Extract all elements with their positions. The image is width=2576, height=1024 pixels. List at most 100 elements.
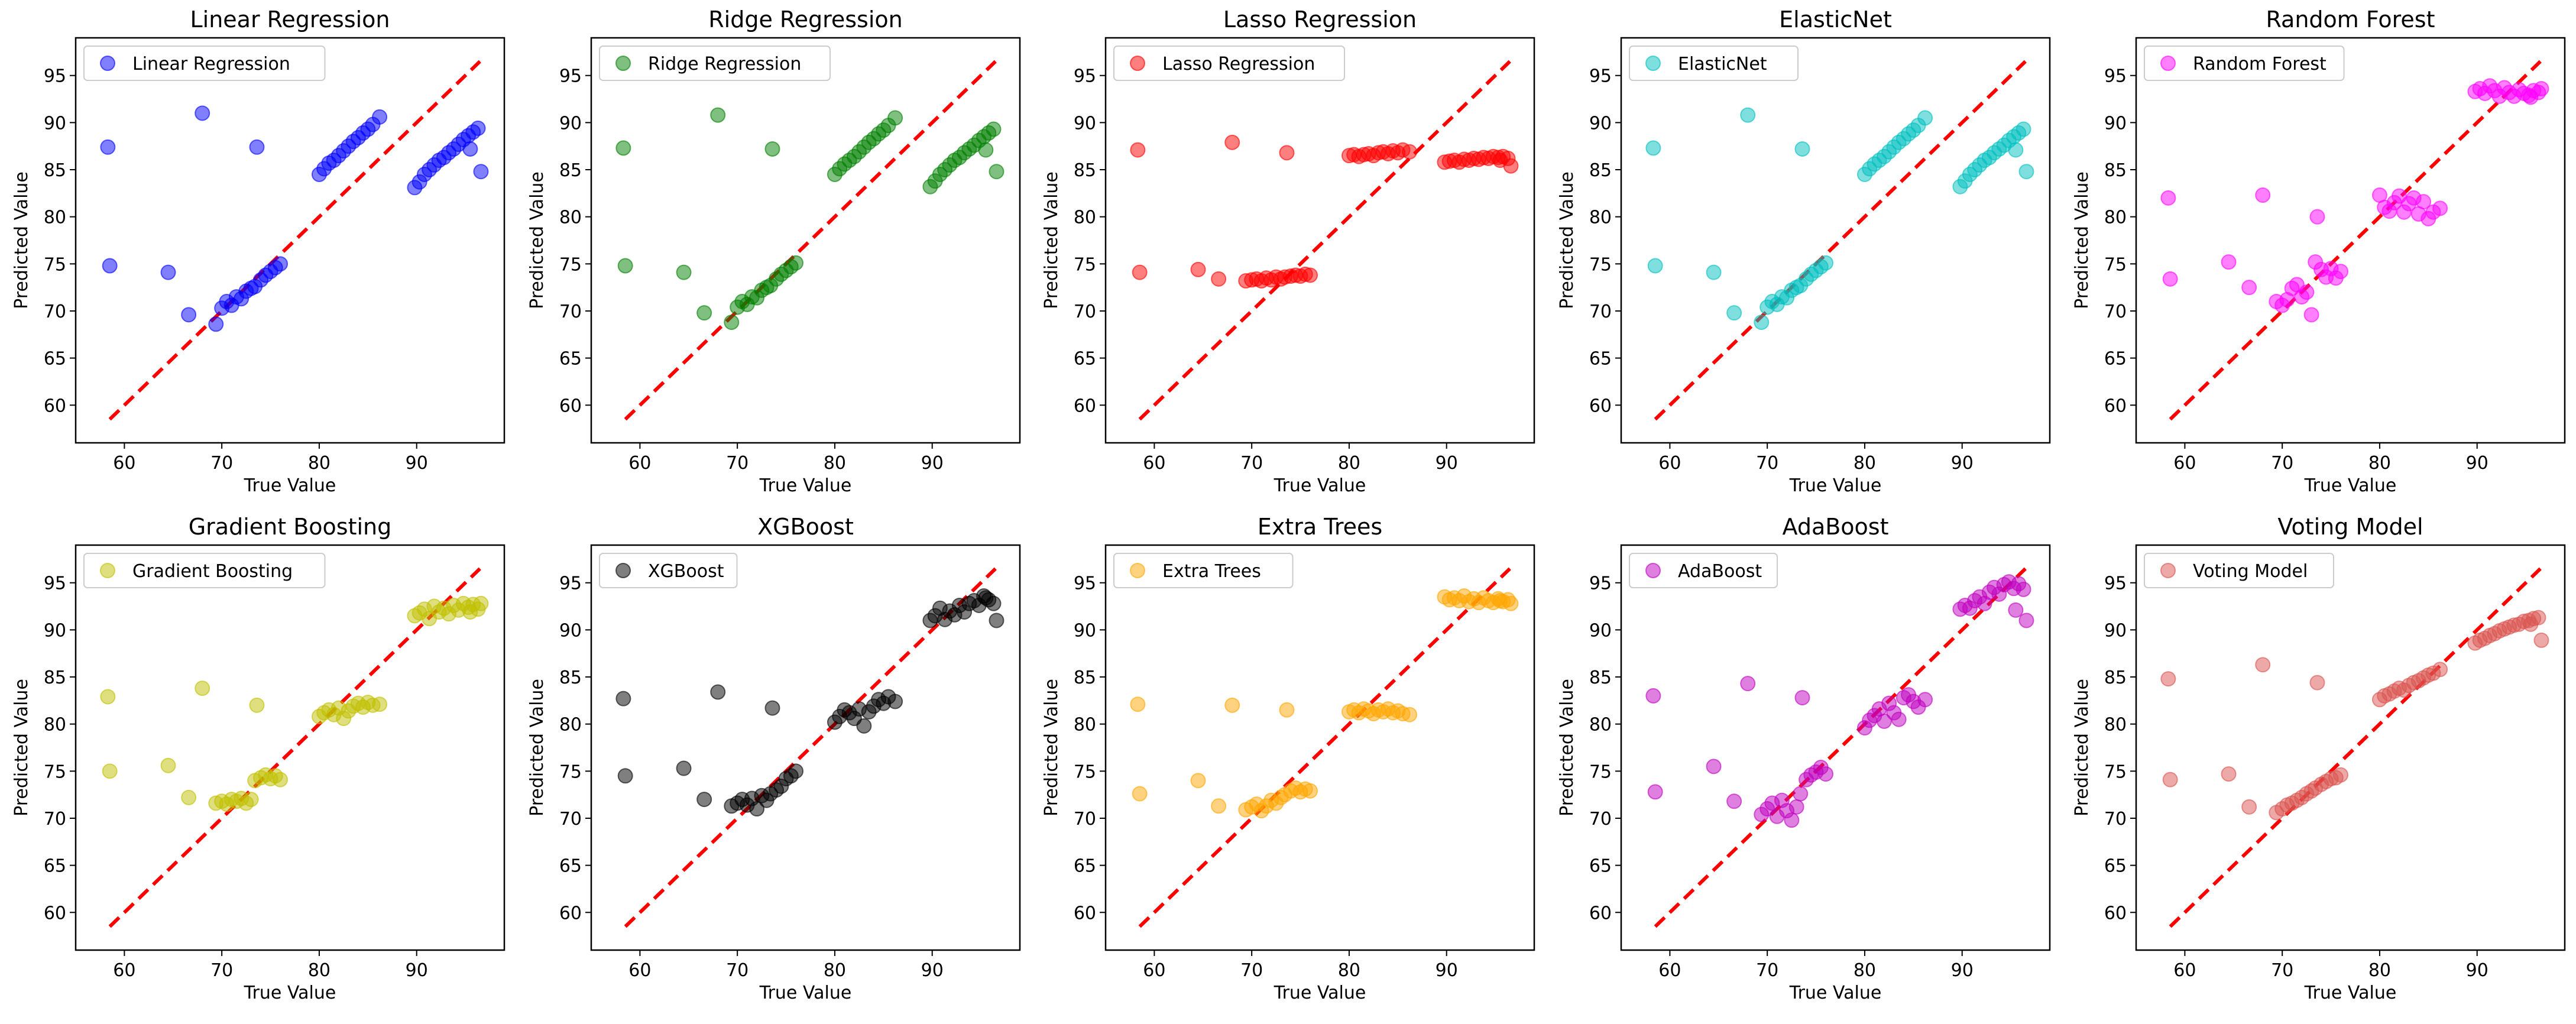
x-axis-label: True Value [244, 983, 336, 1003]
x-axis-label: True Value [1789, 983, 1882, 1003]
plot-area [615, 60, 1005, 421]
ideal-diagonal-line [2169, 567, 2542, 928]
legend: Linear Regression [83, 46, 326, 81]
x-tick-label: 60 [2173, 960, 2196, 981]
y-tick-label: 80 [1589, 208, 1612, 228]
data-point [2333, 767, 2349, 783]
data-point [2523, 616, 2539, 632]
x-tick-label: 70 [1240, 453, 1263, 474]
y-tick-label: 85 [1589, 160, 1612, 181]
ideal-diagonal-line [108, 567, 481, 928]
data-point [1130, 142, 1146, 158]
y-tick-label: 65 [1074, 349, 1096, 370]
axes-frame [2135, 37, 2566, 444]
x-axis-label: True Value [2304, 983, 2397, 1003]
y-axis-label: Predicted Value [1041, 171, 1062, 309]
data-point [1793, 786, 1809, 802]
data-point [2018, 164, 2034, 180]
legend-box [2144, 46, 2345, 81]
data-point [1891, 711, 1907, 727]
data-point [2241, 280, 2257, 296]
data-point [2016, 121, 2031, 137]
y-tick-label: 65 [44, 349, 66, 370]
y-tick-label: 60 [1074, 396, 1096, 416]
x-tick-label: 80 [308, 960, 330, 981]
data-point [249, 139, 265, 155]
ideal-diagonal-line [1138, 567, 1511, 928]
x-tick-label: 60 [1658, 453, 1681, 474]
legend-marker [615, 563, 631, 578]
y-tick-label: 90 [1074, 113, 1096, 134]
subplot-title: Gradient Boosting [189, 514, 392, 540]
data-point [102, 258, 118, 274]
y-tick-label: 90 [44, 620, 66, 641]
legend-box [599, 46, 831, 81]
x-tick-label: 80 [1854, 453, 1876, 474]
x-tick-label: 90 [2466, 453, 2488, 474]
y-tick-label: 95 [1074, 573, 1096, 594]
x-tick-label: 60 [113, 960, 135, 981]
y-tick-label: 90 [559, 113, 582, 134]
plot-area [1130, 567, 1519, 928]
y-tick-label: 90 [1589, 113, 1612, 134]
y-tick-label: 70 [1589, 302, 1612, 322]
data-point [273, 256, 289, 272]
data-point [615, 140, 631, 156]
data-point [1794, 690, 1810, 706]
legend-marker [1645, 563, 1661, 578]
y-tick-label: 75 [1074, 254, 1096, 275]
data-point [2255, 657, 2271, 673]
data-point [2432, 200, 2448, 216]
data-point [1754, 315, 1770, 330]
y-axis-label: Predicted Value [1041, 679, 1062, 816]
data-point [249, 697, 265, 713]
data-point [1130, 696, 1146, 712]
y-tick-label: 90 [2104, 620, 2127, 641]
legend-box [2144, 553, 2334, 588]
data-point [1302, 267, 1318, 283]
legend: Lasso Regression [1113, 46, 1345, 81]
data-point [887, 694, 903, 709]
y-tick-label: 60 [44, 396, 66, 416]
y-axis-label: Predicted Value [2072, 171, 2092, 309]
legend-label: Lasso Regression [1162, 54, 1315, 74]
legend-box [1113, 46, 1345, 81]
data-point [676, 264, 692, 280]
y-tick-label: 85 [2104, 667, 2127, 688]
y-tick-label: 75 [44, 254, 66, 275]
subplot-random-forest: Random Forest 60 70 80 90 60 65 70 75 80 85 90 95 Tru… [2072, 7, 2566, 496]
y-tick-label: 60 [559, 903, 582, 923]
x-tick-label: 70 [2271, 960, 2293, 981]
axes-frame [1104, 544, 1535, 951]
data-point [2416, 194, 2432, 210]
y-tick-label: 85 [44, 160, 66, 181]
data-point [1645, 140, 1661, 156]
x-tick-label: 90 [1951, 960, 1974, 981]
subplot-title: Voting Model [2277, 514, 2423, 540]
y-tick-label: 75 [559, 254, 582, 275]
data-point [195, 105, 210, 121]
plot-area [1645, 60, 2034, 421]
ideal-diagonal-line [624, 60, 997, 421]
data-point [1645, 688, 1661, 704]
data-point [617, 768, 633, 784]
y-tick-label: 60 [2104, 396, 2127, 416]
legend: XGBoost [599, 553, 738, 588]
x-tick-label: 70 [726, 960, 749, 981]
y-tick-label: 75 [1589, 761, 1612, 782]
data-point [989, 613, 1005, 628]
data-point [372, 696, 388, 712]
y-tick-label: 95 [559, 573, 582, 594]
y-tick-label: 80 [1589, 715, 1612, 735]
data-point [208, 316, 224, 332]
y-tick-label: 75 [2104, 761, 2127, 782]
data-point [1917, 692, 1933, 708]
data-point [1706, 264, 1722, 280]
x-axis-label: True Value [759, 475, 852, 496]
data-point [1279, 145, 1295, 161]
y-tick-label: 65 [559, 349, 582, 370]
y-tick-label: 70 [44, 809, 66, 829]
legend-label: Random Forest [2193, 54, 2326, 74]
y-axis-label: Predicted Value [1557, 171, 1577, 309]
